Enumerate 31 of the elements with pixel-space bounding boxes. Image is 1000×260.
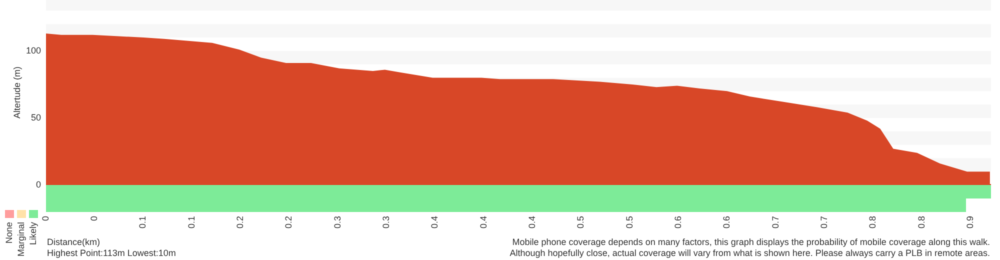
- x-tick-label: 0.2: [235, 216, 246, 229]
- y-tick-label: 0: [36, 179, 41, 190]
- y-axis-title: Altertude (m): [12, 66, 22, 119]
- x-tick-label: 0.1: [186, 216, 196, 229]
- x-tick-label: 0.8: [916, 216, 926, 229]
- y-tick-label: 50: [30, 112, 41, 122]
- x-tick-label: 0.7: [818, 216, 829, 229]
- x-tick-label: 0.5: [624, 216, 634, 229]
- x-axis-title: Distance(km): [47, 237, 100, 247]
- x-tick-label: 0.3: [332, 216, 342, 229]
- text: Mobile phone coverage depends on many factors, this graph displays the probability of mobile coverage along this walk.: [512, 237, 990, 247]
- x-tick-label: 0.4: [478, 216, 488, 229]
- x-tick-label: 0.8: [868, 216, 878, 229]
- text: Likely: [28, 222, 38, 246]
- x-tick-label: 0.3: [381, 216, 392, 229]
- x-tick-label: 0: [89, 216, 100, 222]
- x-tick-label: 0.4: [430, 216, 440, 229]
- y-tick-label: 100: [26, 45, 41, 56]
- x-tick-label: 0.6: [722, 216, 732, 229]
- text: Highest Point:113m Lowest:10m: [47, 248, 176, 258]
- x-tick-label: 0.5: [576, 216, 586, 229]
- x-tick-label: 0.9: [964, 216, 975, 229]
- x-tick-label: 0.4: [526, 216, 537, 229]
- text: Marginal: [16, 222, 26, 257]
- x-tick-label: 0.1: [138, 216, 148, 229]
- x-tick-label: 0: [40, 216, 50, 222]
- x-tick-label: 0.2: [284, 216, 294, 229]
- x-tick-label: 0.6: [672, 216, 683, 229]
- text: None: [4, 222, 14, 244]
- x-tick-label: 0.7: [770, 216, 780, 229]
- text: Although hopefully close, actual coverage will vary from what is shown here. Please always carry a PLB in remote areas.: [510, 248, 990, 258]
